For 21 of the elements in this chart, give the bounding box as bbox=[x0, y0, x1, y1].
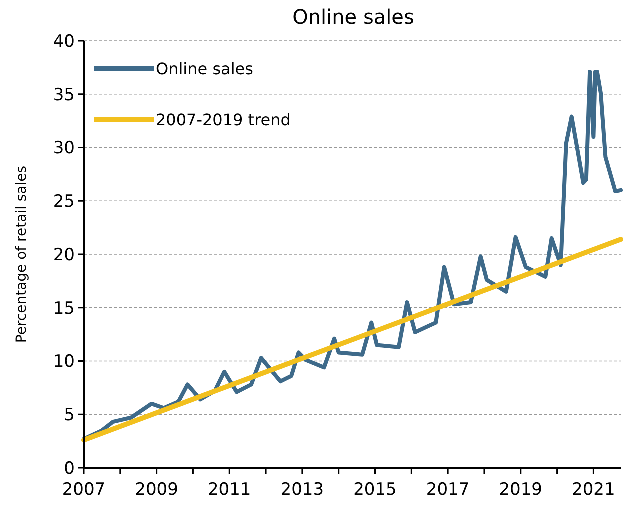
x-tick-label: 2021 bbox=[572, 480, 616, 500]
y-tick-label: 20 bbox=[53, 245, 75, 266]
x-tick-label: 2015 bbox=[354, 480, 397, 500]
y-tick-label: 15 bbox=[53, 298, 75, 319]
y-tick-label: 35 bbox=[53, 85, 75, 106]
x-tick-label: 2013 bbox=[280, 480, 324, 500]
y-axis-title: Percentage of retail sales bbox=[14, 166, 30, 344]
y-tick-label: 40 bbox=[53, 32, 75, 52]
chart-title: Online sales bbox=[292, 5, 414, 29]
x-tick-label: 2019 bbox=[499, 480, 543, 500]
x-tick-label: 2011 bbox=[208, 480, 252, 500]
legend-label: Online sales bbox=[156, 60, 254, 79]
legend-label: 2007-2019 trend bbox=[156, 110, 291, 130]
y-tick-label: 25 bbox=[53, 192, 75, 212]
x-tick-label: 2007 bbox=[62, 480, 106, 500]
y-tick-label: 5 bbox=[64, 406, 75, 426]
y-tick-label: 0 bbox=[64, 458, 75, 479]
y-tick-label: 30 bbox=[53, 138, 75, 159]
x-tick-label: 2009 bbox=[135, 480, 178, 500]
y-tick-label: 10 bbox=[53, 352, 75, 372]
x-tick-label: 2017 bbox=[426, 480, 470, 500]
